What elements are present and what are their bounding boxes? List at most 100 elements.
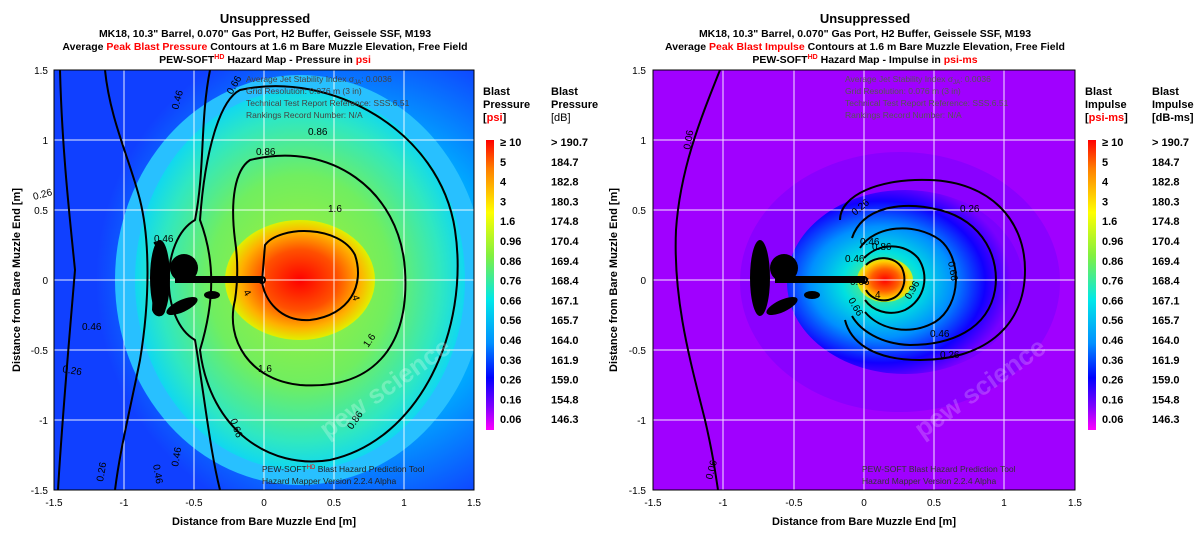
x-tick: -1.5	[644, 498, 662, 509]
pressure-subtitle-1: MK18, 10.3" Barrel, 0.070" Gas Port, H2 …	[99, 28, 431, 40]
pressure-title: Unsuppressed	[220, 11, 310, 26]
legend-level-label: 0.76	[500, 276, 521, 288]
contour-label: 4	[349, 294, 361, 303]
legend-level-label: 0.46	[500, 335, 521, 347]
legend-db-label: > 190.7	[551, 137, 588, 149]
legend-level-label: 1.6	[500, 216, 515, 228]
legend-db-label: 170.4	[1152, 236, 1180, 248]
x-tick: -0.5	[185, 498, 203, 509]
legend-level-label: 0.86	[500, 256, 521, 268]
info-line-report: Technical Test Report Reference: SSS.6.5…	[845, 98, 1009, 108]
pressure-subtitle-3: PEW-SOFTHD Hazard Map - Pressure in psi	[159, 54, 371, 66]
legend-db-label: 174.8	[1152, 216, 1180, 228]
contour-label: 0.86	[256, 147, 276, 158]
pressure-y-label: Distance from Bare Muzzle End [m]	[11, 188, 23, 372]
legend-db-label: 161.9	[551, 355, 579, 367]
pressure-x-label: Distance from Bare Muzzle End [m]	[172, 516, 356, 528]
contour-label: 0.06	[682, 129, 696, 151]
impulse-legend-levels: ≥ 10 > 190.7 5 184.7 4 182.8 3 180.3 1.6 174.8 0.9…	[1102, 137, 1189, 426]
info-line-report: Technical Test Report Reference: SSS.6.5…	[246, 98, 410, 108]
x-tick: -1	[719, 498, 728, 509]
legend-level-label: 4	[1102, 177, 1109, 189]
legend-level-label: 4	[500, 177, 507, 189]
impulse-y-ticks: 1.5 1 0.5 0 -0.5 -1 -1.5	[629, 66, 647, 497]
impulse-legend: Blast Impulse [psi-ms] Blast Impulse [dB…	[1085, 86, 1194, 430]
y-tick: 0	[640, 276, 646, 287]
legend-level-label: 0.56	[1102, 315, 1123, 327]
x-tick: 0.5	[327, 498, 341, 509]
legend-header-left: Pressure	[483, 99, 530, 111]
contour-label: 0.46	[170, 89, 186, 111]
impulse-plot-frame	[652, 69, 1076, 491]
impulse-x-label: Distance from Bare Muzzle End [m]	[772, 516, 956, 528]
legend-db-label: 167.1	[1152, 295, 1180, 307]
legend-db-label: 168.4	[551, 276, 579, 288]
legend-level-label: 5	[1102, 157, 1108, 169]
impulse-subtitle-1: MK18, 10.3" Barrel, 0.070" Gas Port, H2 …	[699, 28, 1031, 40]
legend-db-label: 146.3	[551, 414, 579, 426]
pressure-contour-16	[231, 154, 407, 387]
legend-db-label: 159.0	[551, 375, 579, 387]
y-tick: 1	[42, 136, 48, 147]
contour-label: 0.26	[940, 350, 960, 361]
info-line-stability: Average Jet Stability Index σJA: 0.0036	[246, 74, 392, 86]
footer-line-1: PEW-SOFT Blast Hazard Prediction Tool	[862, 464, 1016, 474]
legend-header-left: Blast	[1085, 86, 1112, 98]
impulse-contours	[674, 70, 1027, 490]
legend-db-label: 159.0	[1152, 375, 1180, 387]
legend-db-label: 165.7	[1152, 315, 1180, 327]
contour-label: 1.6	[258, 364, 272, 375]
legend-level-label: ≥ 10	[1102, 137, 1123, 149]
legend-db-label: 154.8	[551, 394, 579, 406]
legend-level-label: 0.26	[500, 375, 521, 387]
legend-unit-left: [psi]	[483, 112, 507, 124]
impulse-contour-086	[863, 245, 926, 314]
info-line-ranking: Rankings Record Number: N/A	[246, 110, 363, 120]
x-tick: -1	[120, 498, 129, 509]
contour-label: 0.86	[872, 242, 892, 253]
legend-level-label: 0.16	[500, 394, 521, 406]
contour-label: 0.86	[308, 127, 328, 138]
pressure-subtitle-2: Average Peak Blast Pressure Contours at …	[62, 41, 467, 53]
y-tick: -1.5	[629, 486, 647, 497]
pressure-contour-labels: 0.46 0.66 0.86 1.6 4 1.6 4 1.6 0.86 0.66…	[32, 74, 379, 485]
y-tick: -1	[39, 416, 48, 427]
legend-db-label: 146.3	[1152, 414, 1180, 426]
contour-label: 0.46	[170, 446, 184, 468]
impulse-title: Unsuppressed	[820, 11, 910, 26]
legend-level-label: 0.36	[1102, 355, 1123, 367]
contour-label: 4	[875, 290, 881, 301]
x-tick: 0.5	[927, 498, 941, 509]
pressure-legend-levels: ≥ 10 > 190.7 5 184.7 4 182.8 3 180.3 1.6 174.8 0.9…	[500, 137, 588, 426]
legend-header-right: Blast	[551, 86, 578, 98]
contour-label: 0.26	[61, 364, 83, 378]
legend-db-label: 154.8	[1152, 394, 1180, 406]
pressure-contour-4	[260, 230, 359, 322]
info-line-grid: Grid Resolution: 0.076 m (3 in)	[845, 86, 961, 96]
legend-level-label: ≥ 10	[500, 137, 521, 149]
contour-label: 0.26	[32, 187, 54, 203]
legend-db-label: 164.0	[1152, 335, 1180, 347]
impulse-colorbar	[1088, 140, 1096, 430]
legend-header-right: [dB]	[551, 112, 571, 124]
pressure-grid	[54, 70, 474, 490]
legend-db-label: 182.8	[551, 177, 579, 189]
pressure-panel: Unsuppressed MK18, 10.3" Barrel, 0.070" …	[11, 11, 598, 528]
legend-db-label: 164.0	[551, 335, 579, 347]
contour-label: 0.46	[150, 464, 164, 486]
x-tick: 0	[861, 498, 867, 509]
x-tick: -1.5	[45, 498, 63, 509]
contour-label: 4	[240, 288, 253, 299]
legend-level-label: 3	[500, 196, 506, 208]
pressure-footer-block: PEW-SOFTHD Blast Hazard Prediction Tool …	[262, 464, 424, 486]
x-tick: 0	[261, 498, 267, 509]
legend-level-label: 0.46	[1102, 335, 1123, 347]
legend-header-left: Impulse	[1085, 99, 1127, 111]
impulse-subtitle-2: Average Peak Blast Impulse Contours at 1…	[665, 41, 1065, 53]
pressure-contour-086	[198, 85, 459, 463]
x-tick: 1	[401, 498, 407, 509]
impulse-y-label: Distance from Bare Muzzle End [m]	[608, 188, 620, 372]
legend-level-label: 0.86	[1102, 256, 1123, 268]
x-tick: -0.5	[785, 498, 803, 509]
